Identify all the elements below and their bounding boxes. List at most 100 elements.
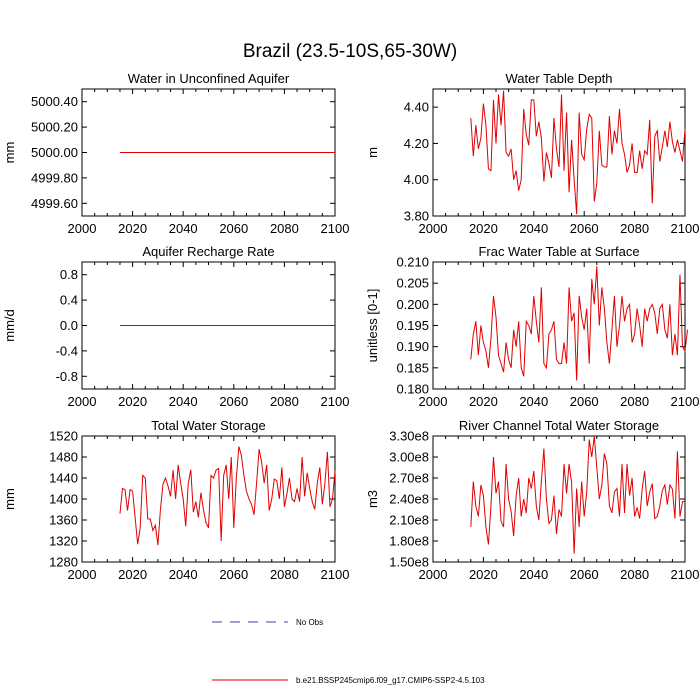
- x-tick-label: 2060: [570, 221, 599, 236]
- y-tick-label: 2.10e8: [389, 513, 429, 528]
- panel-title: Aquifer Recharge Rate: [142, 244, 274, 259]
- y-tick-label: 2.40e8: [389, 492, 429, 507]
- y-tick-label: 5000.40: [31, 94, 78, 109]
- x-tick-label: 2060: [570, 567, 599, 582]
- y-tick-label: 4999.80: [31, 170, 78, 185]
- series-line: [119, 446, 336, 546]
- y-tick-label: 3.00e8: [389, 450, 429, 465]
- panel-2: Aquifer Recharge Rate mm/d 2000 2020 2040 206…: [2, 244, 349, 409]
- x-tick-label: 2020: [469, 394, 498, 409]
- x-tick-label: 2040: [519, 221, 548, 236]
- x-tick-label: 2000: [68, 567, 97, 582]
- x-tick-label: 2020: [118, 221, 147, 236]
- y-tick-label: -0.8: [56, 369, 78, 384]
- x-tick-label: 2100: [671, 394, 700, 409]
- x-tick-label: 2040: [519, 567, 548, 582]
- y-tick-label: 0.205: [396, 276, 429, 291]
- panel-5: River Channel Total Water Storage m3 2000 2…: [365, 418, 699, 582]
- y-axis-label: mm: [2, 142, 17, 164]
- x-tick-label: 2060: [219, 567, 248, 582]
- x-tick-label: 2100: [321, 567, 350, 582]
- y-axis-label: mm: [2, 488, 17, 510]
- x-tick-label: 2000: [419, 221, 448, 236]
- y-tick-label: 1320: [49, 534, 78, 549]
- x-tick-label: 2000: [68, 221, 97, 236]
- x-tick-label: 2080: [620, 394, 649, 409]
- y-tick-label: 0.185: [396, 360, 429, 375]
- panel-title: Water in Unconfined Aquifer: [128, 71, 290, 86]
- panel-title: River Channel Total Water Storage: [459, 418, 659, 433]
- plot-frame: [432, 435, 686, 563]
- y-tick-label: 1280: [49, 555, 78, 570]
- y-tick-label: 0.0: [60, 318, 78, 333]
- x-tick-label: 2080: [620, 567, 649, 582]
- plot-frame: [81, 435, 336, 563]
- x-tick-label: 2040: [519, 394, 548, 409]
- y-tick-label: 1480: [49, 450, 78, 465]
- x-tick-label: 2040: [169, 567, 198, 582]
- panel-3: Frac Water Table at Surface unitless [0-1…: [365, 244, 699, 409]
- panel-0: Water in Unconfined Aquifer mm 2000 2020 204…: [2, 71, 349, 236]
- x-tick-label: 2000: [419, 567, 448, 582]
- y-axis-label: unitless [0-1]: [365, 289, 380, 363]
- x-tick-label: 2080: [270, 221, 299, 236]
- y-tick-label: 0.195: [396, 318, 429, 333]
- y-tick-label: 1520: [49, 429, 78, 444]
- x-tick-label: 2100: [321, 394, 350, 409]
- panel-4: Total Water Storage mm 2000 2020 2040 2060 208…: [2, 418, 349, 582]
- y-tick-label: 0.180: [396, 382, 429, 397]
- x-tick-label: 2060: [219, 394, 248, 409]
- x-tick-label: 2040: [169, 221, 198, 236]
- y-tick-label: 0.190: [396, 339, 429, 354]
- page-title: Brazil (23.5-10S,65-30W): [243, 41, 457, 62]
- x-tick-label: 2060: [219, 221, 248, 236]
- y-axis-label: mm/d: [2, 309, 17, 342]
- x-tick-label: 2100: [671, 221, 700, 236]
- chart-panels: Water in Unconfined Aquifer mm 2000 2020 204…: [2, 71, 699, 582]
- x-tick-label: 2020: [469, 221, 498, 236]
- y-tick-label: -0.4: [56, 343, 78, 358]
- y-tick-label: 5000.00: [31, 145, 78, 160]
- x-tick-label: 2020: [118, 394, 147, 409]
- y-tick-label: 1400: [49, 492, 78, 507]
- legend-label-no-obs: No Obs: [296, 618, 323, 627]
- y-axis-label: m: [365, 147, 380, 158]
- x-tick-label: 2000: [68, 394, 97, 409]
- series-line: [470, 90, 686, 215]
- plot-frame: [432, 261, 686, 390]
- legend: No Obs b.e21.BSSP245cmip6.f09_g17.CMIP6-…: [212, 618, 485, 685]
- panel-title: Frac Water Table at Surface: [478, 244, 639, 259]
- y-tick-label: 0.200: [396, 297, 429, 312]
- x-tick-label: 2040: [169, 394, 198, 409]
- y-tick-label: 0.210: [396, 255, 429, 270]
- y-tick-label: 1360: [49, 513, 78, 528]
- y-tick-label: 4999.60: [31, 196, 78, 211]
- panel-1: Water Table Depth m 2000 2020 2040 2060 2080 21…: [365, 71, 699, 236]
- x-tick-label: 2060: [570, 394, 599, 409]
- y-tick-label: 1.80e8: [389, 534, 429, 549]
- panel-title: Total Water Storage: [151, 418, 265, 433]
- x-tick-label: 2080: [270, 394, 299, 409]
- y-tick-label: 0.8: [60, 267, 78, 282]
- y-tick-label: 4.20: [404, 136, 429, 151]
- x-tick-label: 2020: [469, 567, 498, 582]
- y-axis-label: m3: [365, 490, 380, 508]
- x-tick-label: 2000: [419, 394, 448, 409]
- y-tick-label: 1440: [49, 471, 78, 486]
- legend-label-model-run: b.e21.BSSP245cmip6.f09_g17.CMIP6-SSP2-4.…: [296, 676, 485, 685]
- y-tick-label: 4.00: [404, 172, 429, 187]
- x-tick-label: 2080: [620, 221, 649, 236]
- y-tick-label: 4.40: [404, 100, 429, 115]
- y-tick-label: 3.80: [404, 209, 429, 224]
- x-tick-label: 2020: [118, 567, 147, 582]
- x-tick-label: 2100: [671, 567, 700, 582]
- x-tick-label: 2080: [270, 567, 299, 582]
- y-tick-label: 0.4: [60, 293, 78, 308]
- y-tick-label: 2.70e8: [389, 471, 429, 486]
- series-line: [470, 435, 686, 554]
- panel-title: Water Table Depth: [506, 71, 613, 86]
- y-tick-label: 1.50e8: [389, 555, 429, 570]
- y-tick-label: 3.30e8: [389, 429, 429, 444]
- x-tick-label: 2100: [321, 221, 350, 236]
